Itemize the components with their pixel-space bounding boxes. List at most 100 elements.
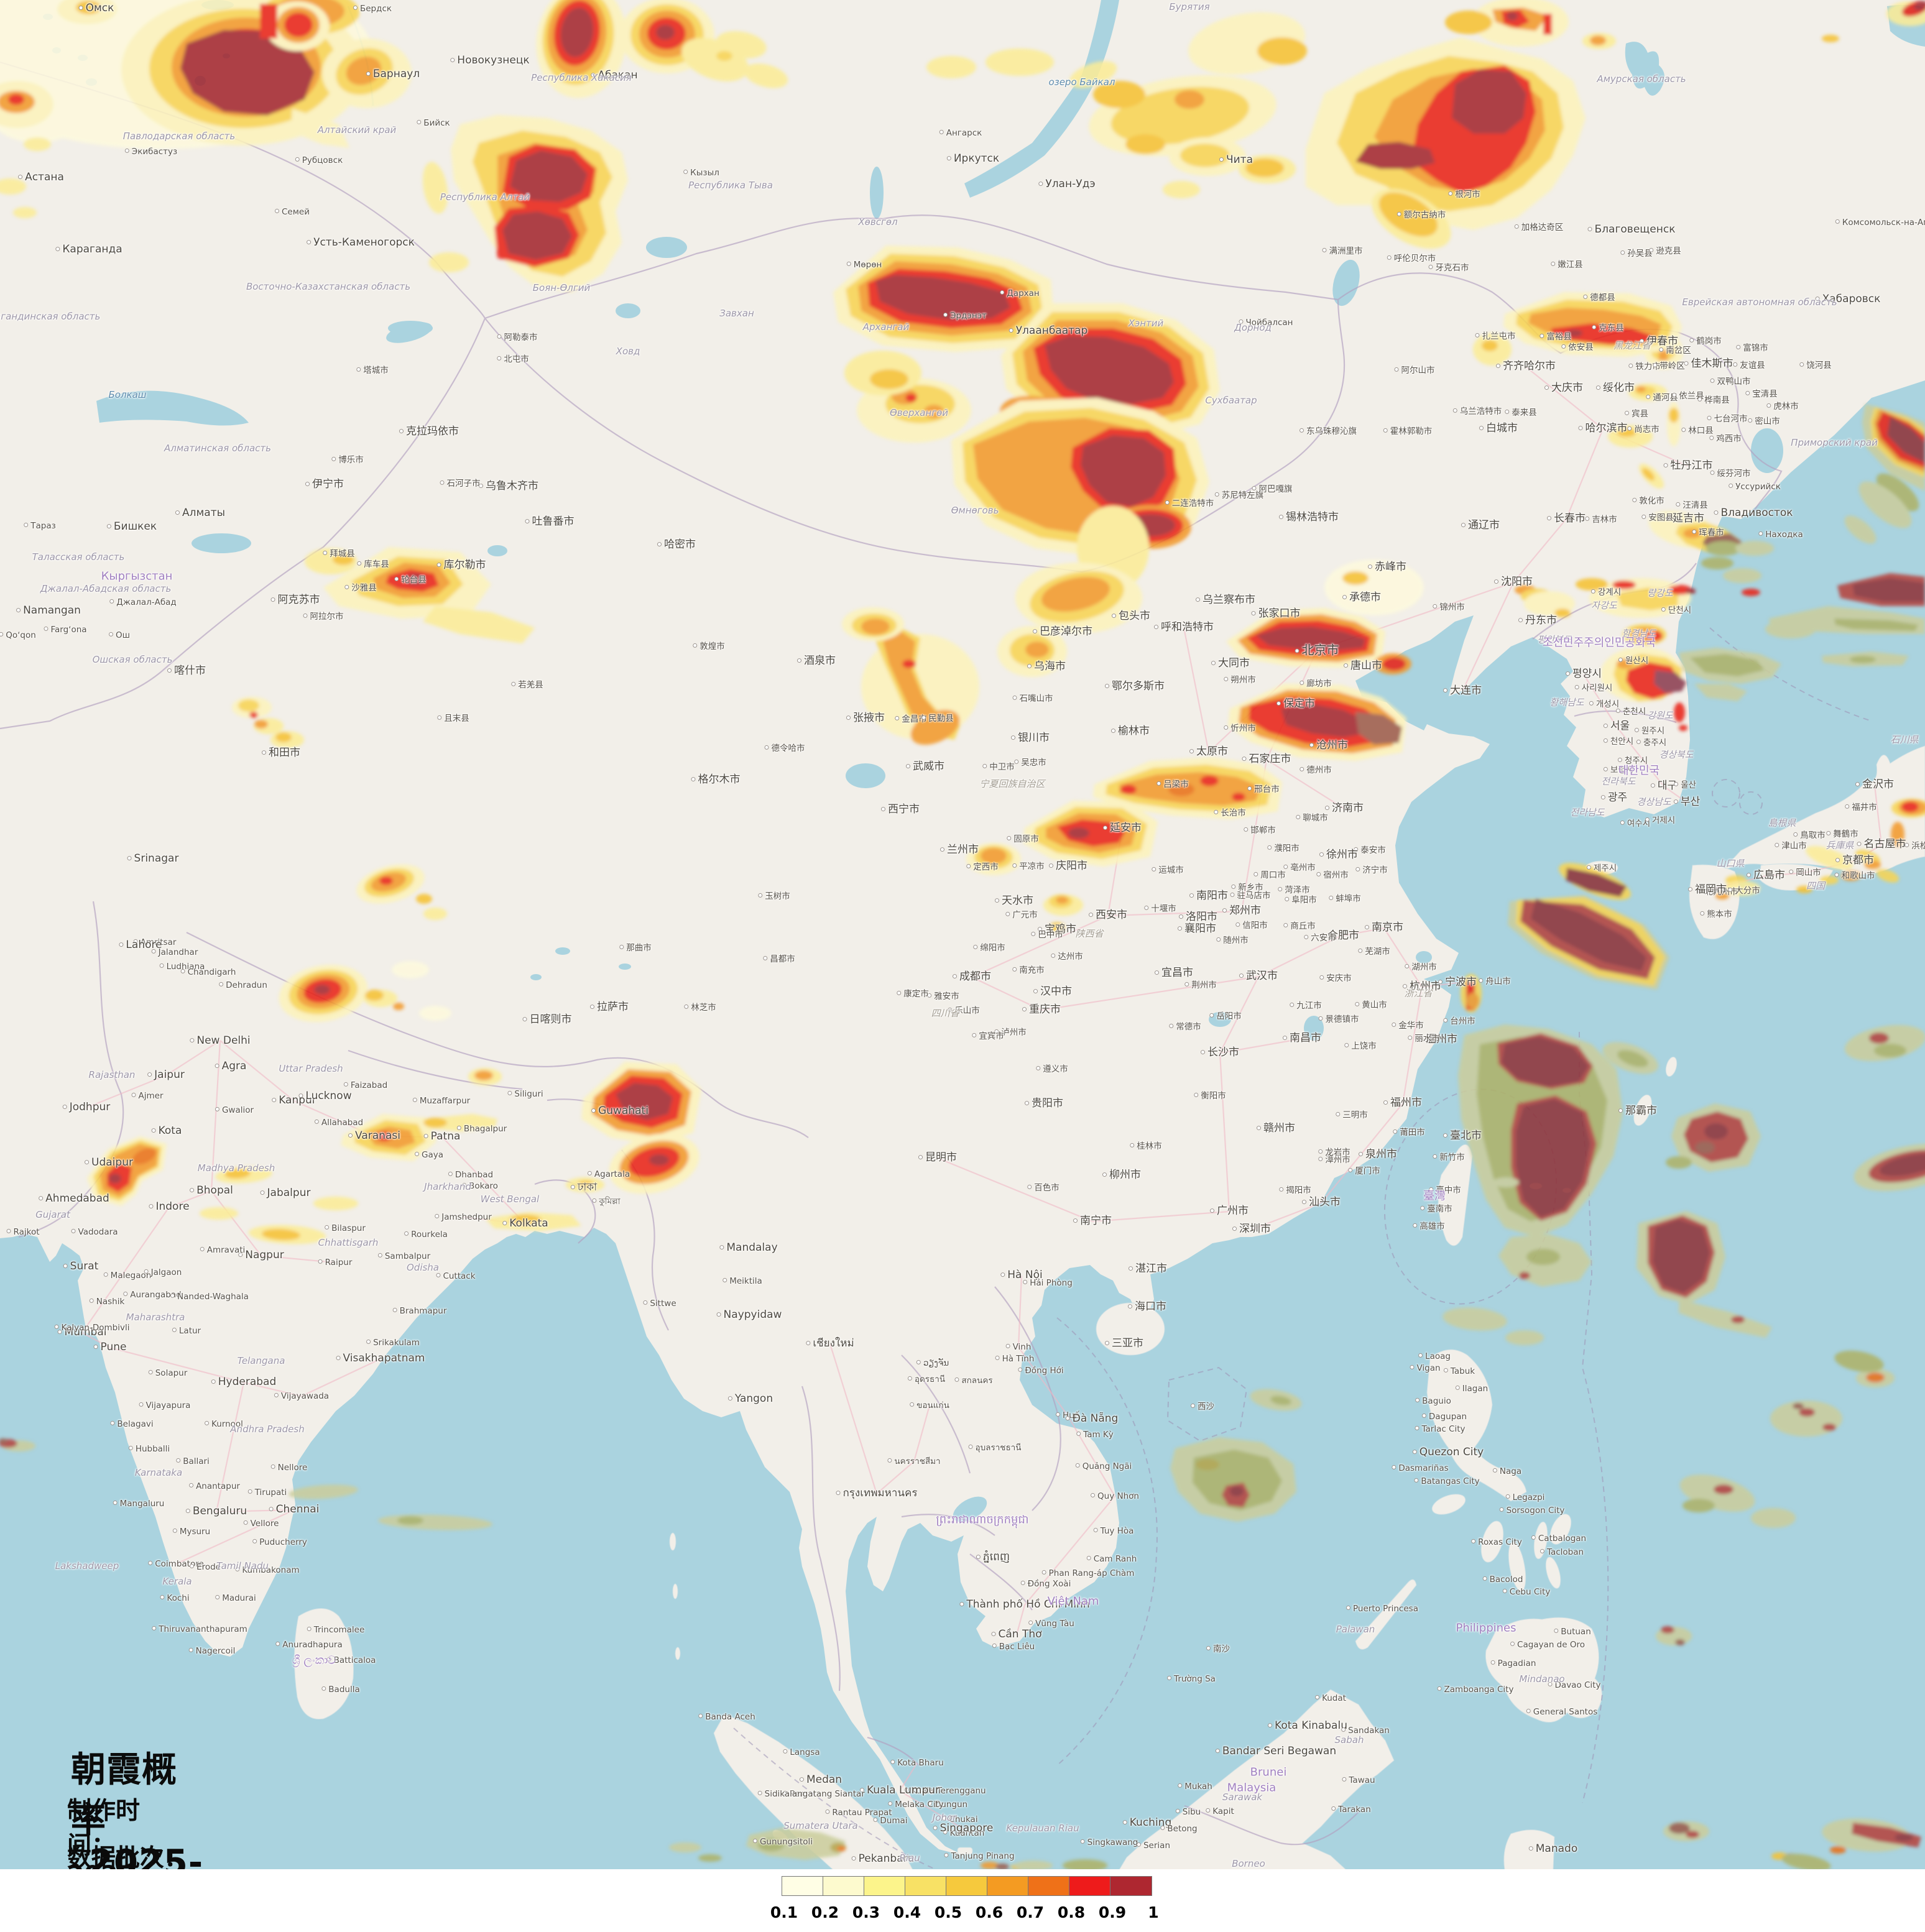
city-dot-icon <box>159 963 164 968</box>
city-dot-icon <box>1105 1341 1109 1346</box>
city-dot-icon <box>1673 799 1678 804</box>
city-dot-icon <box>825 1809 830 1814</box>
map-label: Chennai <box>269 1504 319 1516</box>
city-dot-icon <box>1729 483 1733 488</box>
city-dot-icon <box>1834 872 1839 877</box>
city-dot-icon <box>1251 611 1256 616</box>
map-label: Sarawak <box>1222 1792 1263 1803</box>
city-dot-icon <box>1318 1016 1323 1021</box>
city-dot-icon <box>1215 1749 1220 1754</box>
city-dot-icon <box>1574 684 1579 689</box>
city-dot-icon <box>1191 1403 1195 1408</box>
city-dot-icon <box>890 1759 895 1764</box>
map-label: 嫩江县 <box>1551 260 1583 269</box>
map-label: Puerto Princesa <box>1346 1604 1418 1613</box>
heat-blob <box>1850 656 1876 663</box>
city-dot-icon <box>1033 629 1037 634</box>
city-dot-icon <box>1766 403 1771 408</box>
map-label: 德令哈市 <box>764 744 805 753</box>
city-dot-icon <box>1296 814 1301 819</box>
city-dot-icon <box>719 1245 724 1250</box>
heat-blob <box>423 1118 447 1128</box>
city-dot-icon <box>944 1852 949 1857</box>
map-label: Betong <box>1160 1824 1198 1833</box>
heat-blob <box>560 7 594 57</box>
map-label: Новокузнецк <box>450 55 530 67</box>
heat-blob <box>744 63 788 88</box>
map-label: 四川省 <box>931 1008 959 1019</box>
map-label: 扎兰屯市 <box>1475 332 1516 341</box>
heat-blob <box>1256 627 1365 650</box>
legend-values: 0.1 0.2 0.3 0.4 0.5 0.6 0.7 0.8 0.9 1 <box>0 1903 1925 1925</box>
map-label: 汉中市 <box>1033 986 1072 998</box>
map-label: Allahabad <box>314 1118 363 1127</box>
map-label: 深圳市 <box>1232 1223 1271 1235</box>
city-dot-icon <box>1012 967 1017 972</box>
city-dot-icon <box>851 1856 856 1861</box>
heat-blob <box>422 162 448 214</box>
map-label: Jaipur <box>147 1069 185 1081</box>
map-label: Dasmariñas <box>1392 1464 1449 1473</box>
heat-blob <box>1879 1154 1925 1176</box>
city-dot-icon <box>170 1293 175 1298</box>
map-label: Ilagan <box>1455 1384 1488 1393</box>
map-label: Приморский край <box>1791 437 1878 449</box>
map-label: Kapit <box>1206 1807 1234 1816</box>
map-label: Kepulauan Riau <box>1006 1823 1079 1834</box>
legend-value: 0.3 <box>852 1903 880 1921</box>
map-label: Quy Nhơn <box>1091 1492 1139 1501</box>
city-dot-icon <box>215 1594 220 1599</box>
heat-blob <box>1355 142 1435 169</box>
city-dot-icon <box>907 1376 912 1381</box>
heat-blob <box>1679 725 1687 731</box>
city-dot-icon <box>1596 385 1600 390</box>
city-dot-icon <box>1299 766 1304 771</box>
city-dot-icon <box>1387 255 1392 260</box>
city-dot-icon <box>1247 786 1252 791</box>
map-label: Ballari <box>176 1457 210 1466</box>
map-label: Đồng Hới <box>1018 1366 1064 1375</box>
map-label: Srinagar <box>127 853 178 865</box>
city-dot-icon <box>881 807 885 812</box>
city-dot-icon <box>211 1379 216 1384</box>
city-dot-icon <box>1383 1100 1388 1105</box>
city-dot-icon <box>394 576 399 581</box>
heat-blob <box>24 137 51 151</box>
heat-blob <box>1049 922 1065 932</box>
map-label: 宾县 <box>1625 410 1648 418</box>
heat-blob <box>393 1003 404 1010</box>
map-label: Восточно-Казахстанская область <box>246 281 411 293</box>
map-label: Находка <box>1758 530 1803 539</box>
city-dot-icon <box>522 1017 527 1022</box>
map-label: 襄阳市 <box>1178 923 1216 935</box>
map-label: Latur <box>172 1327 201 1335</box>
heat-blob <box>1056 896 1068 904</box>
map-label: Melaka City <box>888 1800 944 1809</box>
city-dot-icon <box>1093 1527 1098 1532</box>
city-dot-icon <box>1102 1172 1107 1177</box>
map-label: Pune <box>93 1341 126 1353</box>
city-dot-icon <box>1689 338 1694 343</box>
map-label: 克东县 <box>1592 324 1624 333</box>
city-dot-icon <box>1027 1184 1032 1189</box>
map-label: Madurai <box>215 1594 256 1603</box>
map-label: Ajmer <box>131 1092 164 1100</box>
map-label: 二连浩特市 <box>1165 499 1214 508</box>
map-label: 逊克县 <box>1649 247 1681 255</box>
map-canvas[interactable]: Омск Бердск Барнаул Новокузнецк Абакан Бийск Р… <box>0 0 1925 1869</box>
map-label: 湖州市 <box>1405 963 1437 972</box>
map-label: 경상북도 <box>1659 749 1694 761</box>
heat-blob <box>1751 1508 1796 1528</box>
city-dot-icon <box>343 1082 348 1087</box>
city-dot-icon <box>1502 1588 1507 1593</box>
heat-blob <box>1695 1141 1715 1154</box>
heat-blob <box>1467 993 1479 1009</box>
map-label: 경상남도 <box>1636 796 1671 808</box>
map-label: 霍林郭勒市 <box>1383 427 1432 436</box>
heat-blob <box>1200 775 1219 786</box>
city-dot-icon <box>412 1097 417 1102</box>
city-dot-icon <box>295 157 300 162</box>
city-dot-icon <box>323 550 328 555</box>
map-label: 友谊县 <box>1733 361 1765 370</box>
map-label: 宁波市 <box>1438 977 1477 988</box>
